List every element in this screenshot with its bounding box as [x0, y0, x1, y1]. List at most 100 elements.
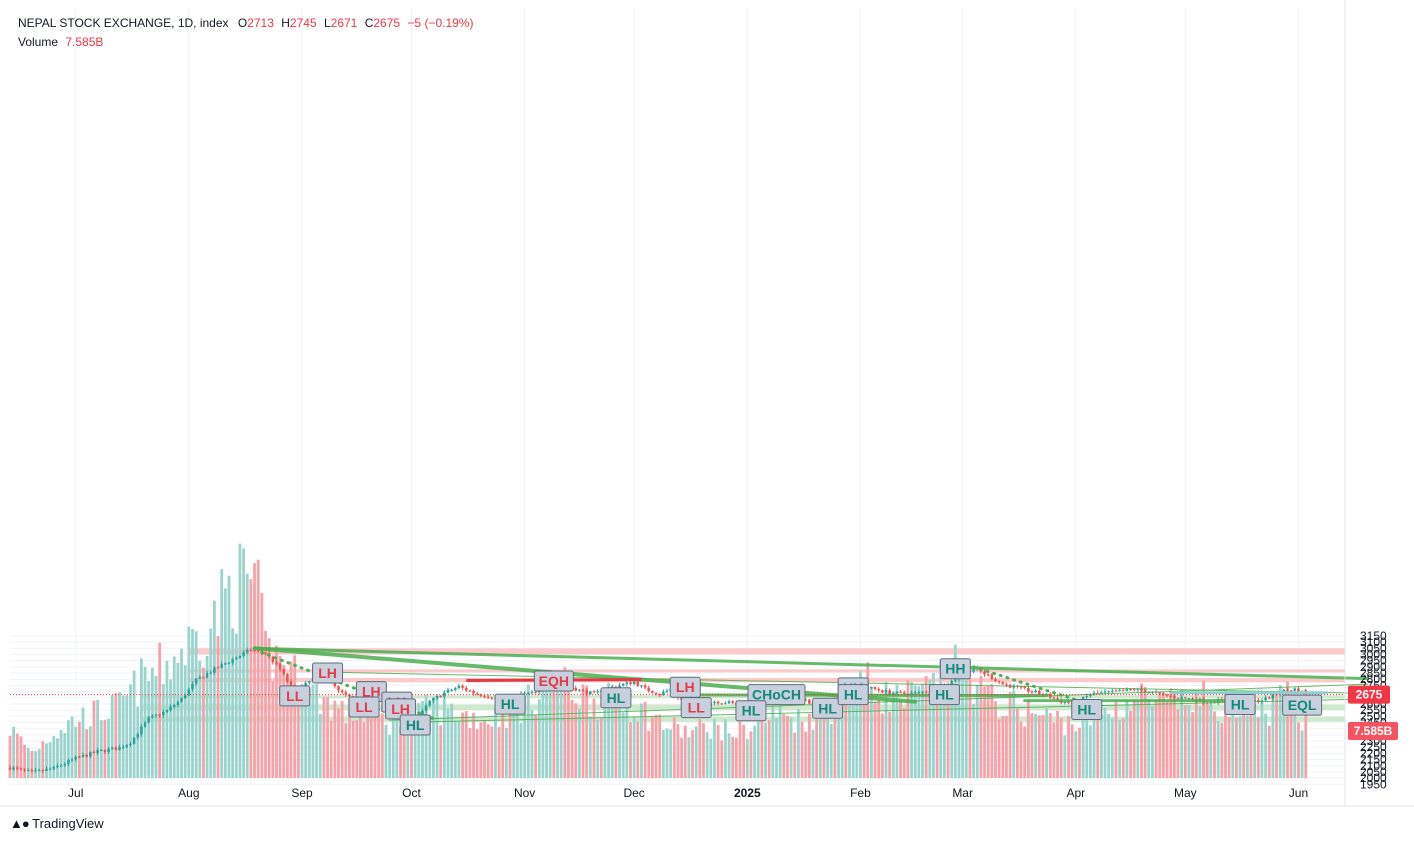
volume-bar	[581, 684, 585, 778]
volume-bar	[388, 734, 391, 778]
volume-bar	[632, 716, 636, 778]
candle-body	[990, 674, 994, 680]
volume-bar	[125, 695, 129, 778]
volume-bar	[453, 721, 457, 778]
volume-bar	[245, 573, 249, 778]
volume-bar	[1030, 713, 1034, 778]
volume-bar	[1253, 703, 1257, 778]
candle-body	[136, 734, 140, 738]
tradingview-logo[interactable]: ▲● TradingView	[10, 816, 104, 831]
candle-body	[913, 692, 917, 694]
volume-bar	[118, 692, 121, 778]
structure-label: HL	[406, 717, 425, 733]
candle-body	[873, 687, 877, 689]
volume-bar	[410, 712, 413, 778]
volume-bar	[716, 724, 720, 778]
volume-bar	[570, 699, 574, 778]
candle-body	[654, 692, 658, 695]
candle-body	[1286, 689, 1289, 691]
volume-bar	[899, 699, 902, 778]
time-tick-label: Aug	[178, 786, 199, 800]
candle-body	[1293, 688, 1297, 691]
volume-bar	[698, 719, 702, 778]
volume-bar	[384, 724, 388, 778]
volume-bar	[1187, 705, 1191, 778]
candle-body	[242, 652, 245, 656]
volume-bar	[844, 695, 848, 778]
volume-bar	[895, 684, 899, 778]
volume-bar	[1143, 687, 1147, 778]
volume-bar	[877, 699, 881, 778]
label-box	[1282, 694, 1323, 716]
volume-bar	[1037, 715, 1041, 778]
candle-body	[147, 717, 150, 723]
volume-bar	[643, 701, 647, 778]
low-label: L	[323, 16, 331, 30]
volume-bar	[1008, 692, 1012, 778]
last-price-label: 2675	[1356, 688, 1383, 702]
volume-bar	[428, 714, 432, 778]
candle-body	[421, 710, 424, 718]
volume-bar	[180, 648, 183, 778]
candle-body	[1107, 691, 1110, 693]
candle-body	[486, 696, 490, 698]
volume-bar	[665, 728, 669, 778]
label-box	[837, 684, 869, 706]
volume-bar	[344, 723, 348, 778]
volume-bar	[983, 686, 986, 778]
volume-bar	[1052, 722, 1056, 778]
volume-bar	[271, 681, 275, 778]
volume-bar	[702, 723, 705, 778]
candle-body	[1289, 690, 1293, 692]
volume-bar	[8, 735, 12, 778]
candle-body	[30, 770, 34, 772]
candle-body	[1085, 696, 1089, 698]
volume-bar	[70, 716, 74, 778]
candle-body	[1257, 699, 1260, 702]
candle-body	[1184, 697, 1187, 699]
volume-bar	[1081, 708, 1085, 778]
volume-bar	[906, 680, 910, 778]
candle-body	[202, 677, 205, 679]
volume-bar	[169, 679, 172, 778]
candle-body	[1121, 690, 1125, 692]
candle-body	[12, 767, 15, 770]
volume-bar	[742, 724, 746, 778]
candle-body	[96, 750, 99, 753]
volume-bar	[329, 720, 333, 778]
candle-body	[1019, 686, 1023, 688]
volume-bar	[282, 664, 286, 778]
candle-body	[1118, 690, 1121, 692]
candle-body	[143, 722, 147, 727]
candle-body	[986, 674, 990, 676]
volume-bar	[508, 697, 512, 778]
volume-bar	[81, 707, 85, 778]
time-tick-label: May	[1174, 786, 1197, 800]
candle-body	[443, 692, 446, 697]
volume-bar	[63, 732, 67, 778]
structure-label: HL	[935, 687, 954, 703]
candle-body	[1103, 691, 1107, 693]
volume-bar	[275, 645, 278, 778]
candle-body	[1023, 686, 1026, 688]
volume-bar	[399, 726, 402, 778]
candle-body	[67, 760, 70, 764]
structure-label: LH	[391, 701, 410, 717]
volume-bar	[1001, 715, 1005, 778]
volume-bar	[1110, 718, 1114, 778]
candle-body	[231, 659, 234, 663]
volume-bar	[1023, 726, 1027, 778]
candle-body	[224, 663, 227, 665]
volume-bar	[359, 711, 362, 778]
structure-label: LH	[676, 679, 695, 695]
volume-bar	[286, 681, 289, 778]
volume-bar	[829, 723, 833, 778]
volume-bar	[296, 704, 300, 778]
volume-bar	[1282, 703, 1286, 778]
volume-bar	[943, 684, 946, 778]
volume-bar	[891, 691, 895, 778]
volume-bar	[1194, 693, 1198, 778]
volume-bar	[132, 670, 136, 778]
time-tick-label: 2025	[734, 786, 761, 800]
volume-bar	[720, 740, 724, 778]
